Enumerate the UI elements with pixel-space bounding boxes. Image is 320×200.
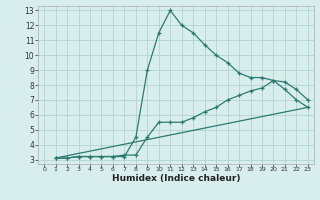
X-axis label: Humidex (Indice chaleur): Humidex (Indice chaleur) <box>112 174 240 183</box>
